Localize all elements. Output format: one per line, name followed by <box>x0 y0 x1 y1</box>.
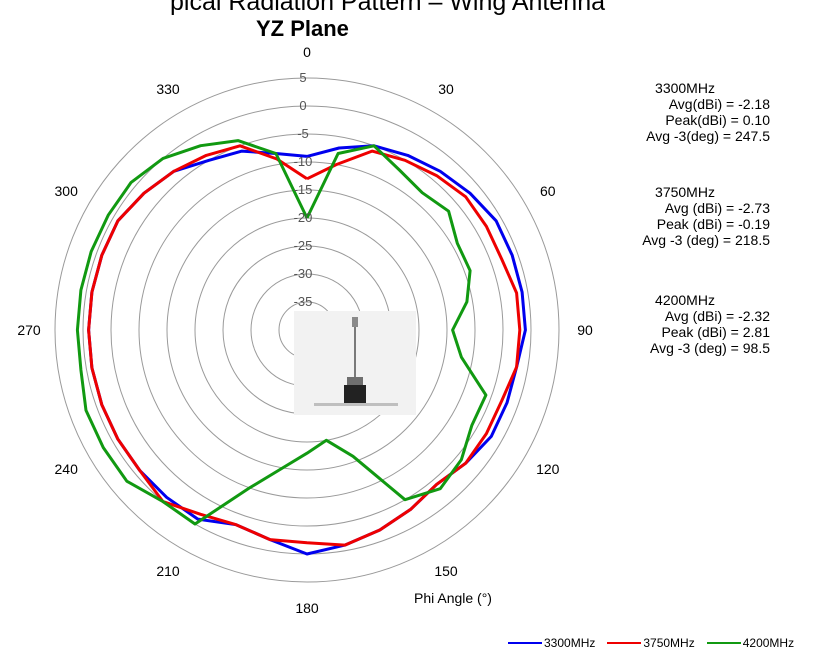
legend-item-3300: 3300MHz <box>508 636 595 650</box>
angle-tick-label: 210 <box>156 563 180 579</box>
radial-tick-label: -35 <box>294 294 313 309</box>
cut-off-heading: pical Radiation Pattern – Wing Antenna <box>170 0 605 16</box>
stats-4200-avg: Avg (dBi) = -2.32 <box>664 308 770 324</box>
angle-tick-label: 150 <box>434 563 458 579</box>
angle-tick-label: 330 <box>156 81 180 97</box>
radial-tick-label: -15 <box>294 182 313 197</box>
chart-title: YZ Plane <box>256 16 349 41</box>
stats-3300: 3300MHz Avg(dBi) = -2.18 Peak(dBi) = 0.1… <box>600 80 770 144</box>
legend-swatch <box>607 642 642 644</box>
radial-tick-label: -10 <box>294 154 313 169</box>
radial-tick-label: -5 <box>297 126 309 141</box>
stats-3750: 3750MHz Avg (dBi) = -2.73 Peak (dBi) = -… <box>600 184 770 248</box>
angle-tick-label: 90 <box>577 322 593 338</box>
radial-tick-label: -25 <box>294 238 313 253</box>
angle-tick-label: 0 <box>303 44 311 60</box>
radial-tick-label: 0 <box>299 98 306 113</box>
stats-3750-peak: Peak (dBi) = -0.19 <box>656 216 770 232</box>
stats-3750-avg: Avg (dBi) = -2.73 <box>664 200 770 216</box>
stats-3750-avg3: Avg -3 (deg) = 218.5 <box>642 232 770 248</box>
legend-item-4200: 4200MHz <box>706 636 795 650</box>
legend-swatch <box>706 642 741 644</box>
radial-tick-label: 5 <box>299 70 306 85</box>
angle-tick-label: 30 <box>438 81 454 97</box>
grid-ring <box>166 189 448 471</box>
stats-4200-avg3: Avg -3 (deg) = 98.5 <box>650 340 770 356</box>
legend: 3300MHz 3750MHz 4200MHz <box>508 636 794 650</box>
angle-tick-label: 60 <box>540 183 556 199</box>
legend-label: 4200MHz <box>742 636 795 650</box>
series-line-3750MHz <box>87 144 522 547</box>
legend-label: 3300MHz <box>544 636 596 650</box>
angle-tick-label: 240 <box>55 461 79 477</box>
angle-tick-label: 300 <box>55 183 79 199</box>
stats-4200-header: 4200MHz <box>655 292 715 308</box>
antenna-icon <box>314 317 398 406</box>
radial-tick-labels: 5 0 -5 -10 -15 -20 -25 -30 -35 <box>294 70 313 309</box>
stats-3300-avg: Avg(dBi) = -2.18 <box>668 96 770 112</box>
angle-tick-label: 180 <box>295 600 319 616</box>
radial-tick-label: -30 <box>294 266 313 281</box>
legend-swatch <box>508 642 542 644</box>
grid-ring <box>138 161 476 499</box>
angle-axis-label: Phi Angle (°) <box>414 590 492 606</box>
stats-3750-header: 3750MHz <box>655 184 715 200</box>
grid-ring <box>110 133 504 527</box>
angle-tick-label: 270 <box>17 322 41 338</box>
angle-tick-label: 120 <box>536 461 560 477</box>
series-layer <box>75 139 527 556</box>
stats-3300-header: 3300MHz <box>655 80 715 96</box>
legend-item-3750: 3750MHz <box>607 636 695 650</box>
grid-ring <box>54 77 560 583</box>
stats-4200: 4200MHz Avg (dBi) = -2.32 Peak (dBi) = 2… <box>600 292 770 356</box>
antenna-insert-image <box>294 311 416 415</box>
legend-label: 3750MHz <box>643 636 695 650</box>
stats-4200-peak: Peak (dBi) = 2.81 <box>661 324 770 340</box>
stats-3300-avg3: Avg -3(deg) = 247.5 <box>646 128 770 144</box>
angle-tick-labels: 0 30 60 90 120 150 180 210 240 270 300 330 <box>17 44 593 616</box>
stats-3300-peak: Peak(dBi) = 0.10 <box>665 112 770 128</box>
series-line-4200MHz <box>75 139 488 526</box>
radial-tick-label: -20 <box>294 210 313 225</box>
